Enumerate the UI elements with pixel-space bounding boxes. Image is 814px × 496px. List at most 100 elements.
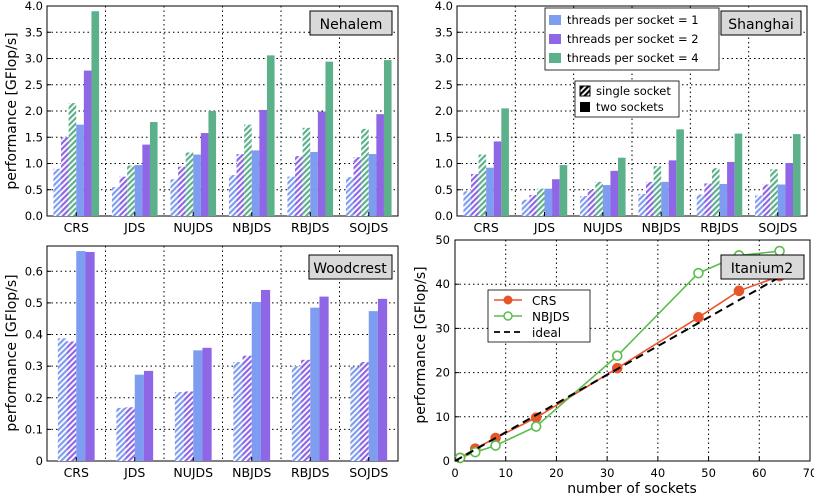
shanghai-bar [734, 133, 743, 216]
woodcrest-bar [242, 355, 252, 461]
shanghai-bar [793, 134, 801, 216]
woodcrest-bar [116, 407, 126, 461]
nehalem-bar [251, 150, 260, 216]
woodcrest-ytick-label: 0.1 [25, 422, 43, 436]
nehalem-ytick-label: 3.5 [25, 25, 43, 39]
shanghai-ytick-label: 2.5 [435, 78, 453, 92]
nehalem-title: Nehalem [320, 17, 383, 33]
shanghai-chart: 0.0 0.5 1.0 1.5 2.0 2.5 3.0 3.5 4.0 CRS JDS NUJDS N… [435, 0, 808, 235]
woodcrest-bar [85, 252, 95, 461]
shanghai-bar [770, 169, 778, 216]
legend-swatch-t2 [549, 34, 561, 44]
shanghai-xtick-label: NUJDS [583, 220, 623, 235]
shanghai-bar [610, 170, 618, 216]
legend-label-two-sockets: two sockets [596, 100, 664, 114]
shanghai-bar [727, 161, 735, 216]
itanium2-point-nbjds [774, 245, 785, 257]
nehalem-bar [228, 175, 237, 216]
itanium2-ylabel: performance [GFlop/s] [413, 266, 429, 423]
woodcrest-title: Woodcrest [313, 261, 387, 277]
shanghai-bar [580, 196, 588, 216]
shanghai-bar [704, 183, 712, 216]
nehalem-chart: 0.0 0.5 1.0 1.5 2.0 2.5 3.0 3.5 4.0 CRS JDS NUJDS N… [4, 0, 399, 235]
itanium2-ytick-label: 20 [435, 366, 450, 380]
shanghai-bar [544, 188, 553, 216]
legend-label-crs: CRS [532, 294, 556, 308]
itanium2-chart: 0 10 20 30 40 50 0 10 20 30 40 50 60 70 Itanium2 per… [413, 233, 814, 496]
shanghai-bar [552, 179, 560, 216]
nehalem-ytick-label: 0.0 [25, 209, 43, 223]
itanium2-title: Itanium2 [731, 261, 793, 277]
itanium2-xtick-label: 20 [549, 466, 564, 480]
itanium2-point-nbjds [530, 421, 542, 432]
shanghai-ytick-label: 3.0 [435, 52, 453, 66]
itanium2-point-nbjds [693, 267, 704, 279]
woodcrest-ytick-label: 0.2 [25, 391, 43, 405]
nehalem-bar [142, 144, 150, 216]
shanghai-xtick-label: CRS [473, 220, 498, 235]
shanghai-bar [638, 193, 646, 216]
shanghai-bar [785, 162, 793, 216]
woodcrest-bar [174, 392, 185, 461]
woodcrest-chart: 0 0.1 0.2 0.3 0.4 0.5 0.6 CRS JDS NUJDS NBJDS RBJD… [4, 245, 399, 480]
nehalem-bar [193, 154, 201, 216]
nehalem-bar [376, 114, 384, 216]
shanghai-xtick-label: SOJDS [758, 220, 797, 235]
itanium2-xtick-label: 30 [600, 466, 615, 480]
itanium2-xtick-label: 40 [651, 466, 666, 480]
shanghai-bar [559, 165, 568, 216]
nehalem-bar [76, 124, 84, 216]
legend-marker-nbjds [503, 311, 513, 321]
shanghai-bar [493, 141, 502, 216]
woodcrest-bar [251, 301, 261, 461]
itanium2-ytick-label: 10 [435, 410, 450, 424]
itanium2-ytick-label: 30 [435, 321, 450, 335]
woodcrest-xtick-label: NUJDS [173, 465, 213, 480]
nehalem-bar [68, 103, 77, 216]
shanghai-bar [719, 183, 728, 216]
woodcrest-bar [57, 338, 68, 461]
nehalem-bar [368, 154, 377, 216]
woodcrest-ytick-label: 0.5 [25, 296, 43, 310]
nehalem-bar [53, 168, 62, 216]
shanghai-bar [762, 184, 771, 216]
nehalem-xtick-label: RBJDS [291, 220, 330, 235]
itanium2-point-crs [733, 285, 745, 297]
nehalem-bar [383, 60, 392, 217]
nehalem-bar [361, 128, 369, 216]
shanghai-bar [646, 181, 654, 216]
shanghai-ytick-label: 2.0 [435, 104, 453, 118]
woodcrest-bar [76, 251, 86, 461]
shanghai-bar [478, 154, 487, 216]
itanium2-point-nbjds [490, 440, 501, 451]
shanghai-bar [602, 185, 611, 216]
nehalem-xtick-label: SOJDS [349, 220, 388, 235]
woodcrest-bar [260, 289, 271, 461]
legend-swatch-single-socket [579, 85, 591, 97]
shanghai-bar [529, 195, 537, 216]
shanghai-bar [676, 129, 684, 216]
woodcrest-bar [310, 307, 320, 461]
woodcrest-bar [202, 347, 212, 461]
nehalem-bar [170, 179, 179, 216]
woodcrest-bar [184, 391, 194, 461]
shanghai-bar [486, 167, 494, 216]
woodcrest-bar [143, 370, 154, 461]
legend-swatch-t1 [549, 15, 561, 25]
nehalem-ytick-label: 4.0 [25, 0, 43, 13]
legend-label-single-socket: single socket [596, 84, 671, 98]
nehalem-ytick-label: 1.5 [25, 130, 43, 144]
sockets-legend: single socket two sockets [574, 80, 680, 118]
woodcrest-xtick-label: CRS [64, 465, 89, 480]
legend-label-t1: threads per socket = 1 [567, 13, 699, 27]
shanghai-bar [501, 108, 509, 216]
shanghai-bar [661, 181, 669, 216]
nehalem-ytick-label: 2.5 [25, 78, 43, 92]
legend-label-t2: threads per socket = 2 [567, 32, 699, 46]
nehalem-bar [310, 151, 318, 216]
shanghai-bar [521, 199, 530, 216]
nehalem-ylabel: performance [GFlop/s] [4, 32, 20, 189]
woodcrest-bar [319, 296, 329, 461]
nehalem-bar [353, 157, 362, 216]
